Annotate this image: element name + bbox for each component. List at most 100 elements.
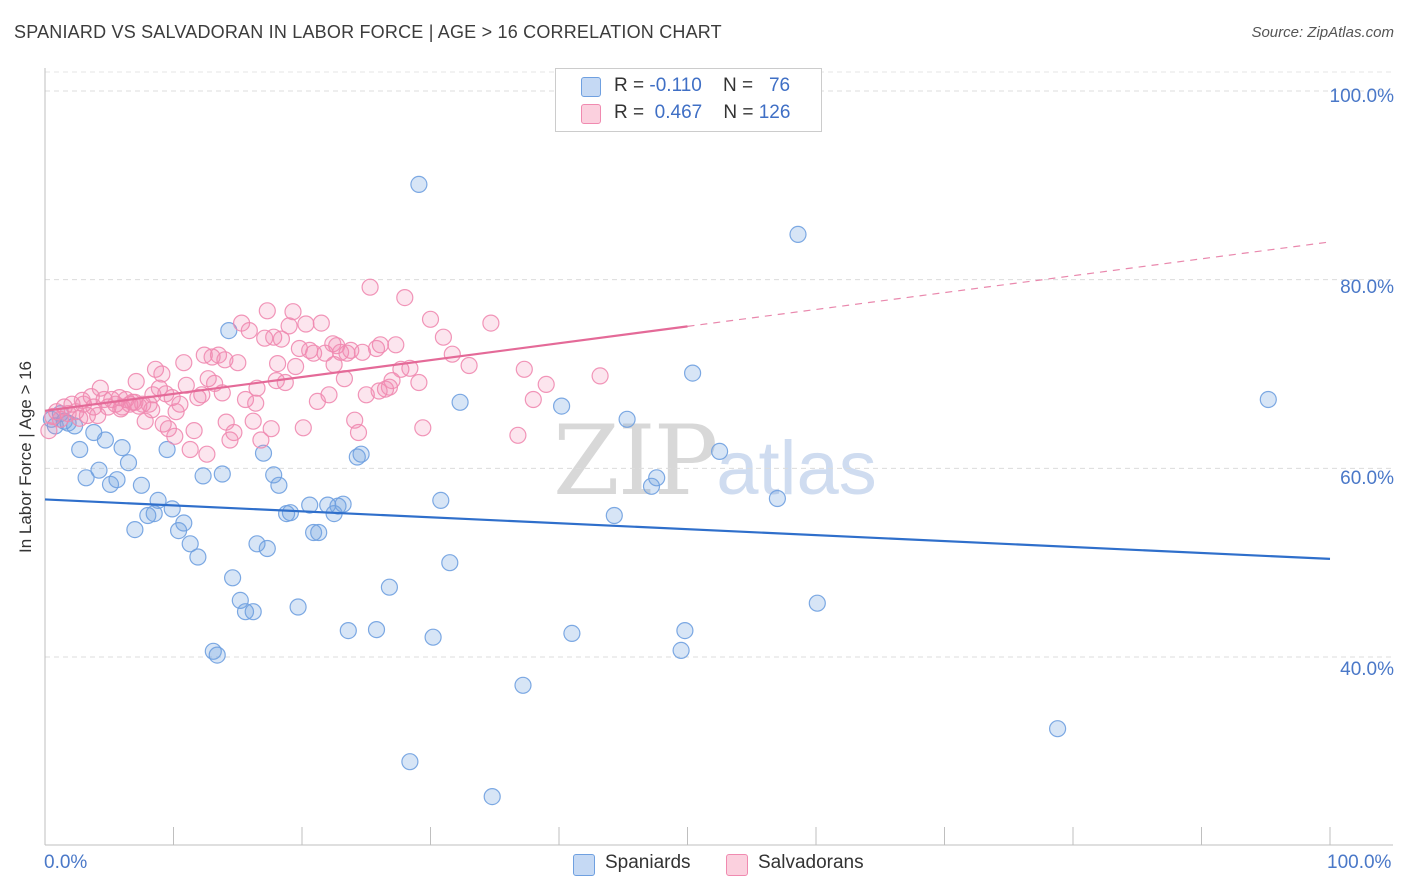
point-salvadorans-0 — [40, 422, 58, 440]
point-spaniards-24 — [181, 535, 199, 553]
point-spaniards-77 — [1259, 390, 1277, 409]
point-salvadorans-60 — [256, 329, 274, 347]
point-salvadorans-88 — [357, 386, 375, 404]
point-salvadorans-64 — [269, 355, 287, 373]
point-spaniards-63 — [552, 397, 571, 415]
point-spaniards-36 — [254, 444, 273, 462]
point-salvadorans-72 — [297, 315, 315, 333]
point-spaniards-73 — [768, 489, 787, 508]
point-salvadorans-104 — [460, 356, 478, 375]
point-spaniards-10 — [96, 431, 115, 449]
point-spaniards-74 — [789, 225, 807, 243]
point-salvadorans-37 — [171, 395, 189, 413]
correlation-legend: R = -0.110 N = 76 R = 0.467 N = 126 — [555, 68, 822, 132]
point-salvadorans-122 — [154, 415, 172, 433]
legend-n-label: N = — [722, 75, 754, 96]
chart-title: SPANIARD VS SALVADORAN IN LABOR FORCE | … — [14, 22, 722, 42]
point-spaniards-34 — [244, 603, 262, 621]
point-spaniards-75 — [808, 594, 826, 612]
point-spaniards-68 — [648, 469, 666, 487]
point-salvadorans-106 — [509, 426, 527, 444]
y-tick-label-40: 40.0% — [1340, 659, 1394, 680]
point-spaniards-7 — [77, 469, 95, 487]
y-tick-label-100: 100.0% — [1329, 86, 1394, 107]
point-salvadorans-40 — [181, 440, 199, 459]
point-spaniards-60 — [451, 393, 469, 411]
point-spaniards-65 — [605, 506, 623, 525]
point-salvadorans-56 — [240, 322, 258, 340]
point-spaniards-70 — [676, 621, 694, 640]
point-salvadorans-24 — [127, 372, 145, 391]
series-swatch-spaniards — [573, 854, 595, 876]
point-salvadorans-50 — [216, 351, 234, 369]
legend-r-value-salvadorans: 0.467 — [654, 102, 703, 123]
point-spaniards-76 — [1048, 720, 1067, 738]
point-spaniards-71 — [683, 364, 702, 382]
point-spaniards-56 — [410, 175, 428, 193]
point-salvadorans-41 — [185, 422, 203, 440]
point-salvadorans-91 — [371, 336, 389, 354]
point-spaniards-61 — [483, 787, 501, 806]
point-salvadorans-109 — [537, 375, 555, 393]
legend-swatch-salvadorans — [581, 104, 601, 124]
legend-text-spaniards: R = -0.110 N = 76 — [614, 75, 790, 97]
point-salvadorans-110 — [591, 367, 609, 385]
point-spaniards-52 — [352, 445, 370, 463]
point-spaniards-38 — [265, 466, 283, 484]
point-spaniards-54 — [380, 578, 398, 596]
point-salvadorans-89 — [361, 278, 379, 296]
point-spaniards-9 — [90, 461, 108, 479]
point-spaniards-17 — [139, 506, 157, 525]
point-salvadorans-94 — [383, 372, 401, 390]
point-salvadorans-67 — [280, 317, 298, 335]
point-salvadorans-55 — [236, 390, 255, 409]
point-salvadorans-53 — [229, 354, 247, 372]
point-spaniards-30 — [220, 322, 238, 340]
point-spaniards-49 — [334, 495, 352, 513]
x-tick-label-0: 0.0% — [44, 852, 88, 873]
point-salvadorans-113 — [198, 445, 216, 463]
point-spaniards-21 — [163, 500, 181, 518]
watermark-zip: ZIP — [553, 405, 718, 517]
point-salvadorans-115 — [247, 394, 265, 412]
series-legend: Spaniards Salvadorans — [0, 852, 1406, 878]
point-salvadorans-105 — [482, 314, 500, 332]
series-swatch-salvadorans — [726, 854, 748, 876]
point-salvadorans-57 — [244, 412, 262, 430]
point-spaniards-50 — [339, 621, 357, 640]
y-tick-label-80: 80.0% — [1340, 277, 1394, 298]
legend-text-salvadorans: R = 0.467 N = 126 — [614, 102, 790, 124]
point-spaniards-32 — [231, 591, 249, 610]
y-tick-label-60: 60.0% — [1340, 468, 1394, 489]
point-spaniards-39 — [270, 476, 288, 494]
point-salvadorans-99 — [410, 373, 428, 392]
legend-swatch-spaniards — [581, 77, 601, 97]
point-salvadorans-118 — [370, 382, 388, 400]
legend-n-value-spaniards: 76 — [768, 75, 791, 96]
legend-n-label: N = — [723, 102, 754, 123]
point-spaniards-67 — [642, 477, 661, 495]
point-spaniards-12 — [108, 471, 126, 489]
point-salvadorans-108 — [524, 390, 542, 409]
point-salvadorans-32 — [153, 365, 171, 383]
trendline-salvadorans — [44, 325, 688, 412]
point-salvadorans-121 — [126, 393, 144, 411]
series-label-spaniards: Spaniards — [605, 852, 691, 873]
point-spaniards-64 — [563, 624, 581, 643]
point-spaniards-6 — [71, 440, 89, 459]
point-spaniards-69 — [672, 641, 690, 660]
legend-r-label: R = — [614, 75, 645, 96]
point-spaniards-28 — [208, 646, 226, 664]
point-spaniards-72 — [710, 442, 729, 460]
series-label-salvadorans: Salvadorans — [758, 852, 864, 873]
point-salvadorans-97 — [396, 289, 414, 307]
point-spaniards-25 — [189, 548, 207, 566]
point-spaniards-16 — [132, 476, 150, 494]
point-salvadorans-114 — [217, 413, 235, 431]
point-salvadorans-68 — [284, 303, 302, 321]
trendline-spaniards — [44, 498, 1331, 560]
point-salvadorans-61 — [258, 302, 276, 320]
point-salvadorans-38 — [175, 354, 193, 372]
point-spaniards-43 — [301, 496, 319, 514]
